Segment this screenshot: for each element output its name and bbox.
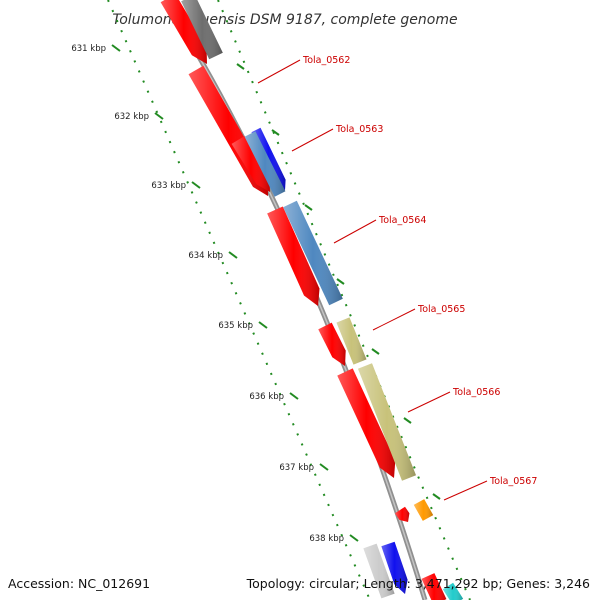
ruler-tick (154, 112, 164, 120)
gene-callout-line (257, 59, 301, 84)
gene-callout-line (291, 128, 334, 152)
cds-feature-shading (318, 322, 346, 366)
track-tick (432, 493, 441, 500)
gene-feature-gray-shading (181, 0, 223, 60)
track-tick (371, 348, 380, 355)
track-tick (271, 129, 280, 136)
track-dotted-line (217, 0, 471, 600)
gene-callout-line (443, 480, 488, 501)
gene-feature-steelblue-shading (283, 200, 343, 306)
ruler-label: 636 kbp (249, 392, 284, 402)
ruler-tick (111, 44, 121, 52)
ruler-tick (228, 251, 238, 259)
track-tick (403, 417, 412, 424)
gene-callout-line (333, 219, 377, 244)
genome-summary-text: Topology: circular; Length: 3,471,292 bp… (246, 576, 590, 591)
gene-feature-orange-shading (413, 499, 434, 521)
ruler-label: 633 kbp (151, 181, 186, 191)
gene-feature-steelblue-shading (244, 131, 286, 197)
cds-feature-shading (395, 506, 410, 522)
accession-text: Accession: NC_012691 (8, 576, 151, 591)
gene-feature-blue-shading (381, 541, 408, 594)
gene-label[interactable]: Tola_0564 (378, 215, 426, 226)
track-tick (336, 278, 345, 285)
gene-label[interactable]: Tola_0563 (335, 124, 383, 135)
ruler-label: 635 kbp (218, 321, 253, 331)
gene-label[interactable]: Tola_0566 (452, 387, 500, 398)
cds-feature-shading (337, 368, 396, 478)
gene-feature-khaki-shading (358, 363, 416, 481)
gene-label[interactable]: Tola_0567 (489, 476, 537, 487)
gene-callout-line (407, 391, 451, 413)
cds-feature-shading (231, 136, 270, 192)
ruler-tick (319, 463, 329, 471)
cds-feature-shading (267, 206, 320, 306)
ruler-tick (258, 321, 268, 329)
gene-label[interactable]: Tola_0565 (417, 304, 465, 315)
gene-feature-lightgray-shading (363, 543, 395, 599)
track-tick (304, 204, 313, 211)
ruler-label: 634 kbp (188, 251, 223, 261)
ruler-label: 631 kbp (71, 44, 106, 54)
cds-feature-shading (160, 0, 207, 64)
track-tick (236, 63, 245, 70)
ruler-label: 638 kbp (309, 534, 344, 544)
ruler-label: 637 kbp (279, 463, 314, 473)
gene-label[interactable]: Tola_0562 (302, 55, 350, 66)
ruler-label: 632 kbp (114, 112, 149, 122)
gene-feature-cyan-shading (442, 582, 464, 600)
cds-feature-shading (421, 573, 447, 600)
map-title: Tolumonas auensis DSM 9187, complete gen… (112, 12, 457, 28)
ruler-tick (191, 181, 201, 189)
gene-feature-khaki-shading (336, 317, 367, 365)
ruler-tick (289, 392, 299, 400)
ruler-tick (349, 534, 359, 542)
gene-callout-line (372, 308, 416, 331)
